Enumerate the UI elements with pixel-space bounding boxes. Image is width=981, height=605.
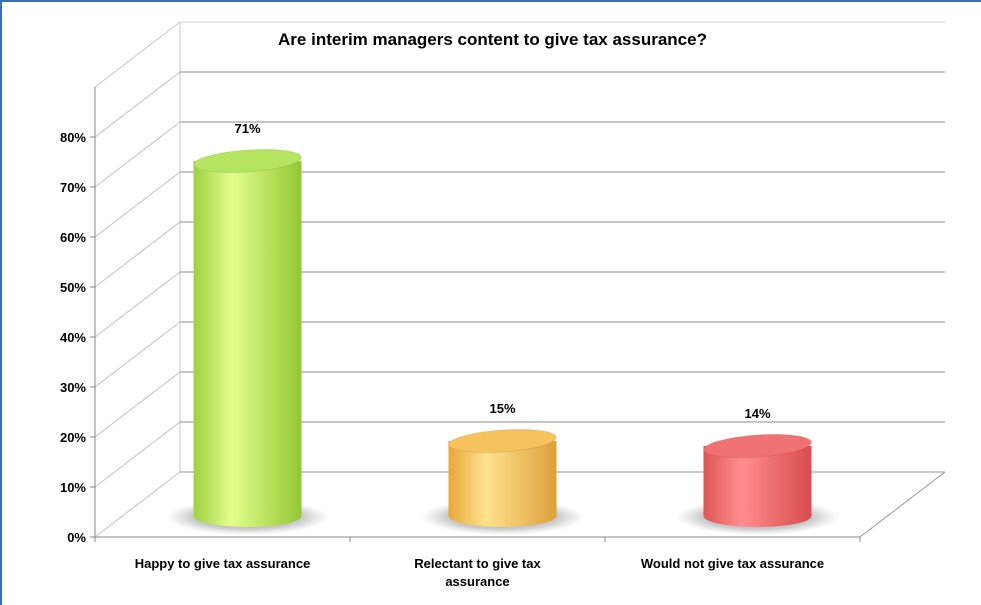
y-tick-label: 70% [60,180,86,195]
bar-top [448,428,557,454]
y-tick-label: 20% [60,430,86,445]
y-tick-label: 30% [60,380,86,395]
side-gridline [94,421,181,488]
y-tick-label: 80% [60,130,86,145]
data-label: 71% [234,121,260,136]
bar-3 [675,433,840,535]
x-category-label: assurance [445,574,509,589]
y-tick-label: 10% [60,480,86,495]
side-gridline [94,371,181,438]
chart-title: Are interim managers content to give tax… [278,30,707,49]
wall-edge-top [94,21,181,88]
bar-1 [165,148,330,535]
data-label: 15% [489,401,515,416]
x-category-label: Would not give tax assurance [641,556,824,571]
floor-right-edge [859,471,946,538]
side-gridline [94,321,181,388]
y-tick-label: 60% [60,230,86,245]
side-gridline [94,271,181,338]
bar-body [703,446,812,527]
bar-top [193,148,302,174]
bar-body [193,161,302,527]
x-category-label: Happy to give tax assurance [135,556,311,571]
data-label: 14% [744,406,770,421]
y-tick-label: 0% [67,530,86,545]
side-gridline [94,71,181,138]
side-gridline [94,221,181,288]
side-gridline [94,471,181,538]
y-tick-label: 40% [60,330,86,345]
side-gridline [94,121,181,188]
bar-2 [420,428,585,535]
y-tick-label: 50% [60,280,86,295]
bar-top [703,433,812,459]
bar-body [448,441,557,527]
x-category-label: Relectant to give tax [414,556,541,571]
side-gridline [94,171,181,238]
